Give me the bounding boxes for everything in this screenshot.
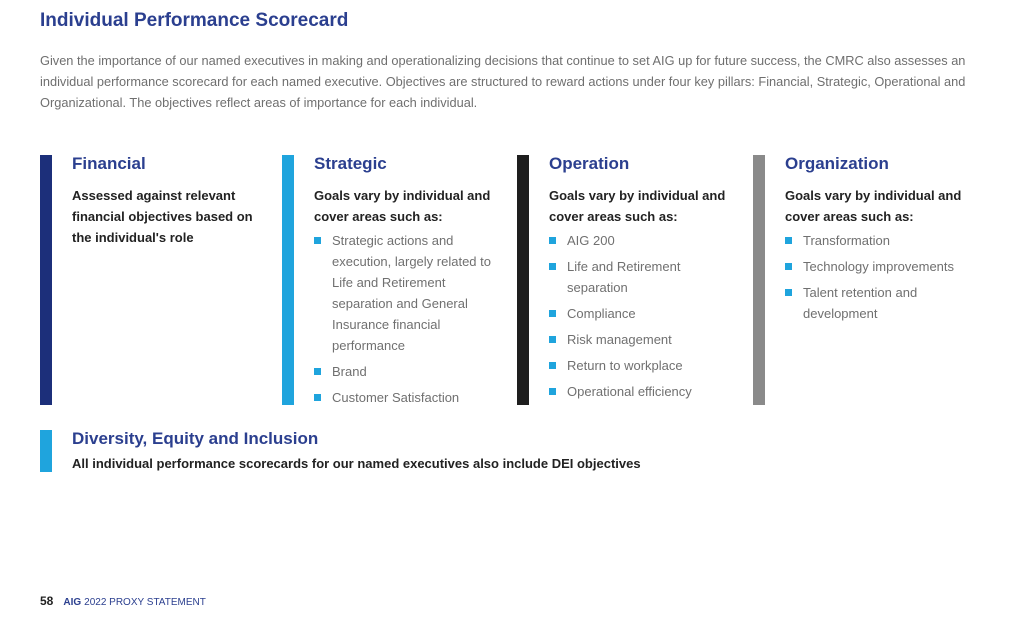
square-bullet-icon [549,237,556,244]
pillar-operation: Operation Goals vary by individual and c… [517,155,742,405]
pillar-financial: Financial Assessed against relevant fina… [40,155,265,405]
list-item: Talent retention and development [785,282,978,324]
list-item: Compliance [549,303,742,324]
list-item: Customer Satisfaction [314,387,507,408]
list-item-text: Operational efficiency [567,384,692,399]
square-bullet-icon [314,237,321,244]
square-bullet-icon [785,289,792,296]
list-item-text: Technology improvements [803,259,955,274]
square-bullet-icon [785,263,792,270]
list-item: Technology improvements [785,256,978,277]
document-name: 2022 PROXY STATEMENT [84,597,206,608]
dei-section: Diversity, Equity and Inclusion All indi… [40,430,840,472]
list-item: Transformation [785,230,978,251]
square-bullet-icon [549,310,556,317]
brand-logo: AIG [63,597,82,608]
list-item: Life and Retirement separation [549,256,742,298]
list-item-text: Customer Satisfaction [332,390,460,405]
square-bullet-icon [314,368,321,375]
square-bullet-icon [549,362,556,369]
list-item-text: Compliance [567,306,636,321]
square-bullet-icon [785,237,792,244]
square-bullet-icon [549,336,556,343]
list-item-text: Brand [332,364,367,379]
list-item: Return to workplace [549,355,742,376]
square-bullet-icon [549,263,556,270]
pillar-organization: Organization Goals vary by individual an… [753,155,978,405]
pillar-description: Goals vary by individual and cover areas… [549,188,726,224]
pillar-list: Transformation Technology improvements T… [785,230,978,324]
pillar-title: Organization [785,154,889,173]
list-item: Risk management [549,329,742,350]
dei-description: All individual performance scorecards fo… [72,456,641,471]
page-number: 58 [40,594,54,608]
list-item: AIG 200 [549,230,742,251]
list-item-text: Risk management [567,332,672,347]
pillar-description: Goals vary by individual and cover areas… [314,188,491,224]
list-item-text: AIG 200 [567,233,615,248]
pillar-description: Goals vary by individual and cover areas… [785,188,962,224]
page-title: Individual Performance Scorecard [40,10,349,31]
page-footer: 58 AIG 2022 PROXY STATEMENT [40,594,206,608]
list-item-text: Transformation [803,233,890,248]
list-item: Operational efficiency [549,381,742,402]
intro-paragraph: Given the importance of our named execut… [40,53,966,110]
square-bullet-icon [314,394,321,401]
square-bullet-icon [549,388,556,395]
list-item-text: Talent retention and development [803,285,918,321]
pillar-list: AIG 200 Life and Retirement separation C… [549,230,742,402]
list-item-text: Return to workplace [567,358,683,373]
pillar-description: Assessed against relevant financial obje… [72,188,253,245]
list-item: Brand [314,361,507,382]
pillar-strategic: Strategic Goals vary by individual and c… [282,155,507,405]
list-item: Strategic actions and execution, largely… [314,230,507,356]
dei-title: Diversity, Equity and Inclusion [72,429,319,448]
list-item-text: Strategic actions and execution, largely… [332,233,491,353]
pillar-title: Financial [72,154,146,173]
pillar-title: Operation [549,154,630,173]
pillar-list: Strategic actions and execution, largely… [314,230,507,408]
list-item-text: Life and Retirement separation [567,259,681,295]
pillar-title: Strategic [314,154,387,173]
